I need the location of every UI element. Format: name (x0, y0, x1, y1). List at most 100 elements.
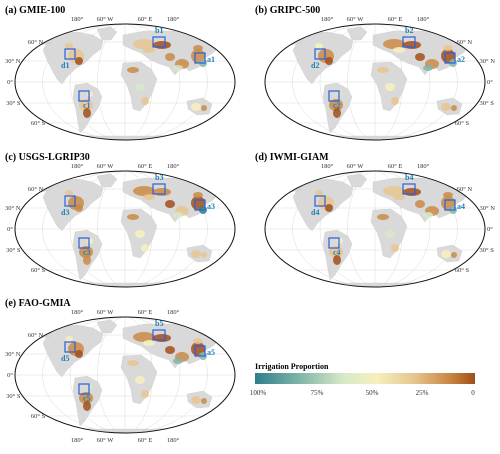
longitude-tick-label: 60° E (388, 163, 403, 170)
irrigation-area (165, 200, 175, 208)
irrigation-area (191, 103, 201, 111)
meridian-line (292, 24, 458, 140)
longitude-tick-label-bottom: 60° W (97, 437, 115, 444)
landmass-greenland (96, 26, 118, 41)
latitude-tick-label: 60° N (28, 186, 44, 193)
region-box-a (194, 199, 206, 211)
latitude-tick-label: 30° S (6, 247, 21, 254)
region-label-b: b1 (155, 26, 163, 35)
irrigation-area (393, 47, 405, 53)
region-label-c: c2 (333, 101, 341, 110)
irrigation-area (83, 108, 91, 118)
irrigation-area (79, 99, 93, 111)
longitude-tick-label: 180° (167, 163, 180, 170)
irrigation-area (329, 246, 343, 258)
irrigation-area (333, 108, 341, 118)
panel-title-c: (c) USGS-LGRIP30 (5, 152, 90, 163)
map-a-svg: a1 b1 c1 d1 60° N 30° N 0° 30° S 60° S 180° 60° W 6… (5, 16, 236, 141)
irrigation-area (87, 91, 93, 97)
landmass-greenland (96, 173, 118, 188)
region-label-a: a4 (457, 202, 465, 211)
region-label-c: c1 (83, 101, 91, 110)
latitude-tick-label: 30° N (5, 205, 21, 212)
longitude-tick-label: 180° (417, 163, 430, 170)
irrigation-area (337, 91, 343, 97)
colorbar-tick: 75% (310, 389, 324, 397)
irrigation-area (75, 204, 83, 212)
region-label-d: d4 (311, 208, 319, 217)
latitude-tick-label: 30° N (5, 351, 21, 358)
latitude-tick-label: 60° N (28, 39, 44, 46)
region-label-c: c5 (83, 394, 91, 403)
latitude-tick-label: 60° N (457, 186, 473, 193)
map-panel-a: a1 b1 c1 d1 60° N 30° N 0° 30° S 60° S 180° 60° W 6… (5, 5, 245, 145)
irrigation-area (329, 99, 343, 111)
panel-title-d: (d) IWMI-GIAM (255, 152, 329, 163)
region-box-a (194, 345, 206, 357)
latitude-tick-label: 30° S (480, 247, 495, 254)
legend-title: Irrigation Proportion (255, 362, 329, 371)
map-d-svg: a4 b4 c4 d4 60° N 30° N 0° 30° S 60° S 180° 60° W 6… (264, 163, 496, 288)
latitude-tick-label: 0° (7, 226, 13, 233)
region-box-a (444, 52, 456, 64)
region-box-b (152, 36, 166, 48)
longitude-tick-label: 60° E (138, 309, 153, 316)
irrigation-area (193, 192, 203, 198)
irrigation-area (403, 188, 421, 196)
region-box-d (64, 48, 76, 60)
irrigation-area (173, 358, 183, 364)
latitude-tick-label: 0° (487, 226, 493, 233)
latitude-tick-label: 60° N (457, 39, 473, 46)
latitude-tick-label: 60° S (455, 267, 470, 274)
irrigation-area (135, 230, 145, 238)
region-box-d (64, 341, 76, 353)
irrigation-area (143, 47, 155, 53)
irrigation-area (325, 57, 333, 65)
region-box-b (152, 183, 166, 195)
panel-title-b: (b) GRIPC-500 (255, 5, 321, 16)
irrigation-area (315, 190, 323, 196)
latitude-tick-label: 30° N (5, 58, 21, 65)
latitude-tick-label: 60° S (31, 267, 46, 274)
irrigation-area (135, 376, 145, 384)
irrigation-area (391, 97, 399, 105)
longitude-tick-label: 60° E (138, 163, 153, 170)
region-box-b (152, 329, 166, 341)
longitude-tick-label: 60° W (347, 16, 365, 23)
region-label-b: b5 (155, 319, 163, 328)
irrigation-area (193, 45, 203, 51)
irrigation-area (65, 190, 73, 196)
region-label-b: b3 (155, 173, 163, 182)
irrigation-area (315, 43, 323, 49)
latitude-tick-label: 30° S (6, 100, 21, 107)
longitude-tick-label: 180° (71, 309, 84, 316)
irrigation-area (141, 244, 149, 252)
region-box-d (314, 48, 326, 60)
longitude-tick-label: 180° (71, 163, 84, 170)
region-label-a: a1 (207, 55, 215, 64)
map-b-svg: a2 b2 c2 d2 60° N 30° N 0° 30° S 60° S 180° 60° W 6… (264, 16, 495, 141)
region-box-a (444, 199, 456, 211)
longitude-tick-label: 180° (321, 163, 334, 170)
globe-outline (14, 23, 236, 141)
irrigation-area (127, 214, 139, 220)
colorbar-tick: 25% (415, 389, 429, 397)
irrigation-area (75, 350, 83, 358)
latitude-tick-label: 60° S (31, 120, 46, 127)
irrigation-area (193, 338, 203, 344)
longitude-tick-label-bottom: 180° (167, 437, 180, 444)
irrigation-area (133, 186, 155, 196)
irrigation-area (441, 250, 451, 258)
colorbar-tick: 50% (365, 389, 379, 397)
irrigation-area (133, 39, 155, 49)
region-label-c: c4 (333, 248, 341, 257)
region-label-d: d3 (61, 208, 69, 217)
irrigation-area (415, 53, 425, 61)
irrigation-area (383, 39, 405, 49)
irrigation-area (443, 45, 453, 51)
region-box-c (78, 237, 90, 249)
region-box-c (78, 383, 90, 395)
latitude-tick-label: 30° N (480, 205, 496, 212)
irrigation-area (141, 97, 149, 105)
irrigation-area (165, 346, 175, 354)
